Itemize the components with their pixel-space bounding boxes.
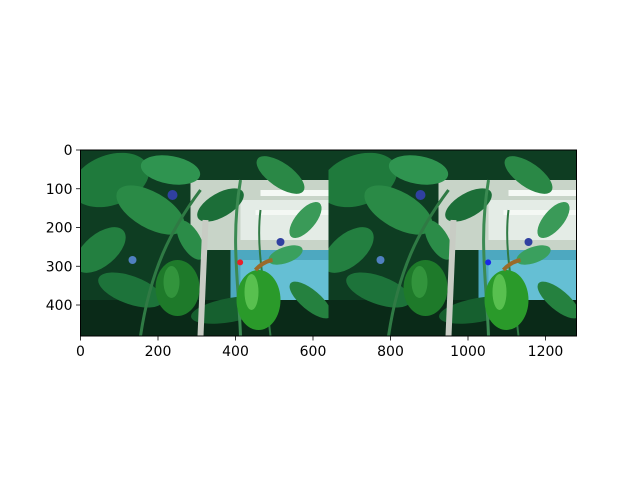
x-tick-label: 600 xyxy=(300,344,327,360)
y-tick-label: 300 xyxy=(46,259,73,275)
x-axis: 0 200 400 600 800 1000 1200 xyxy=(76,336,563,360)
x-tick-label: 200 xyxy=(145,344,172,360)
y-axis: 0 100 200 300 400 xyxy=(46,143,81,314)
axes-frame xyxy=(80,149,577,337)
keypoint-markers xyxy=(237,259,492,266)
y-tick-label: 0 xyxy=(64,143,73,159)
x-tick-label: 800 xyxy=(377,344,404,360)
image-panel-left xyxy=(64,143,336,336)
keypoint-marker xyxy=(237,259,244,266)
y-tick-label: 100 xyxy=(46,182,73,198)
x-tick-label: 0 xyxy=(76,344,85,360)
x-tick-label: 400 xyxy=(222,344,249,360)
x-tick-label: 1000 xyxy=(450,344,486,360)
y-tick-label: 200 xyxy=(46,221,73,237)
keypoint-marker xyxy=(485,259,492,266)
x-tick-label: 1200 xyxy=(528,344,564,360)
y-tick-label: 400 xyxy=(46,298,73,314)
image-panel-right xyxy=(312,143,584,336)
